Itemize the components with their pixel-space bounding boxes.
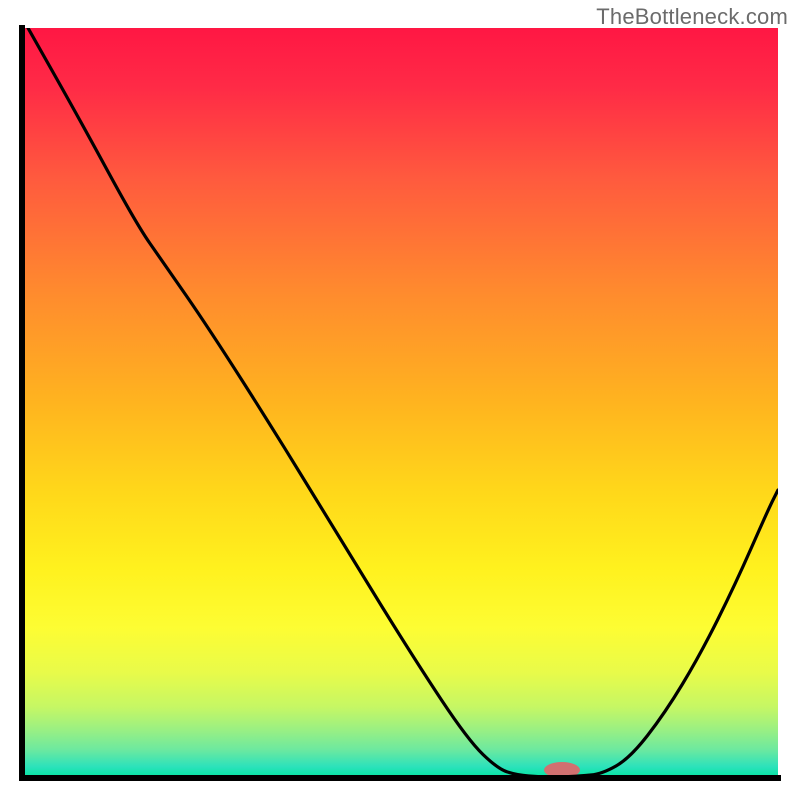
gradient-background	[22, 28, 778, 778]
watermark-text: TheBottleneck.com	[596, 4, 788, 30]
bottleneck-chart	[0, 0, 800, 800]
chart-container: TheBottleneck.com	[0, 0, 800, 800]
